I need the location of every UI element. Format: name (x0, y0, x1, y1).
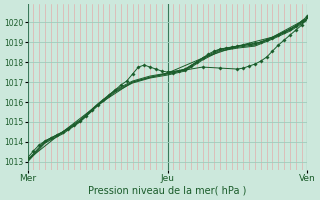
X-axis label: Pression niveau de la mer( hPa ): Pression niveau de la mer( hPa ) (88, 186, 247, 196)
